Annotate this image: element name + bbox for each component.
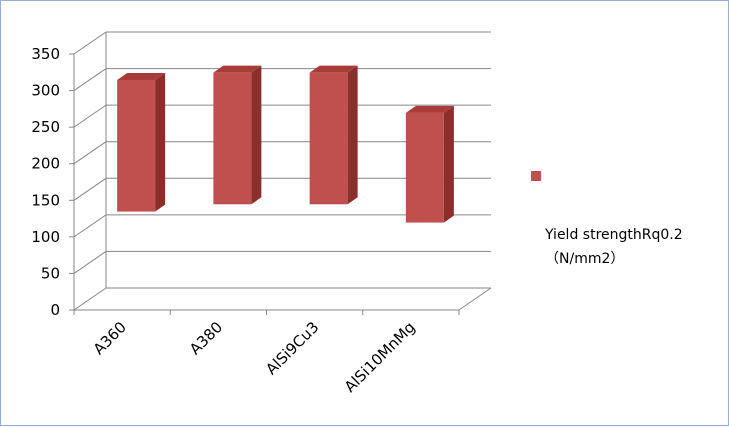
- legend-swatch: [531, 171, 541, 181]
- bar: [405, 112, 444, 223]
- y-tick-label: 250: [31, 118, 60, 136]
- y-tick-label: 0: [50, 301, 60, 319]
- y-tick-label: 350: [31, 45, 60, 63]
- legend-label: Yield strengthRq0.2（N/mm2）: [545, 227, 683, 267]
- grid-line: [73, 287, 107, 311]
- bar-side: [443, 105, 454, 223]
- bar: [117, 79, 156, 212]
- grid-line: [73, 251, 107, 274]
- y-tick-label: 100: [31, 228, 60, 246]
- x-tick-label: AlSi9Cu3: [262, 318, 322, 378]
- y-tick-label: 50: [41, 264, 60, 282]
- x-tick-label: AlSi10MnMg: [341, 318, 419, 396]
- grid-line: [73, 214, 107, 238]
- grid-line: [73, 177, 107, 201]
- grid-line: [73, 31, 107, 55]
- y-tick-label: 150: [31, 191, 60, 209]
- grid-line: [73, 104, 107, 128]
- bar-top: [117, 72, 166, 80]
- x-tick-label: A360: [90, 318, 130, 358]
- grid-line: [73, 68, 107, 91]
- bar-top: [309, 65, 358, 73]
- bar-side: [347, 65, 358, 205]
- bar-top: [405, 105, 454, 113]
- bar-side: [155, 72, 166, 212]
- bar-side: [251, 65, 262, 205]
- x-tick-label: A380: [186, 318, 226, 358]
- floor-edge: [458, 287, 492, 311]
- bar-top: [213, 65, 262, 73]
- grid-line: [73, 141, 107, 165]
- y-tick-label: 200: [31, 155, 60, 173]
- bar: [213, 72, 252, 205]
- bar: [309, 72, 348, 205]
- y-tick-label: 300: [31, 82, 60, 100]
